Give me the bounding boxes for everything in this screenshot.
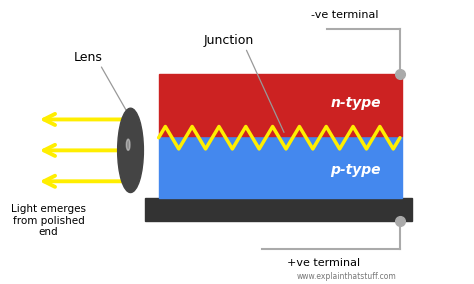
Bar <box>159 136 402 198</box>
Text: www.explainthatstuff.com: www.explainthatstuff.com <box>296 272 396 281</box>
Text: +ve terminal: +ve terminal <box>287 258 360 268</box>
Text: Junction: Junction <box>204 34 254 47</box>
Bar <box>145 198 412 221</box>
Text: -ve terminal: -ve terminal <box>311 11 379 20</box>
Ellipse shape <box>126 139 130 150</box>
Text: Light emerges
from polished
end: Light emerges from polished end <box>11 204 86 237</box>
Text: Lens: Lens <box>74 51 103 64</box>
Ellipse shape <box>118 108 144 193</box>
Bar <box>159 74 402 136</box>
Text: p-type: p-type <box>330 163 381 177</box>
Text: n-type: n-type <box>330 96 381 110</box>
